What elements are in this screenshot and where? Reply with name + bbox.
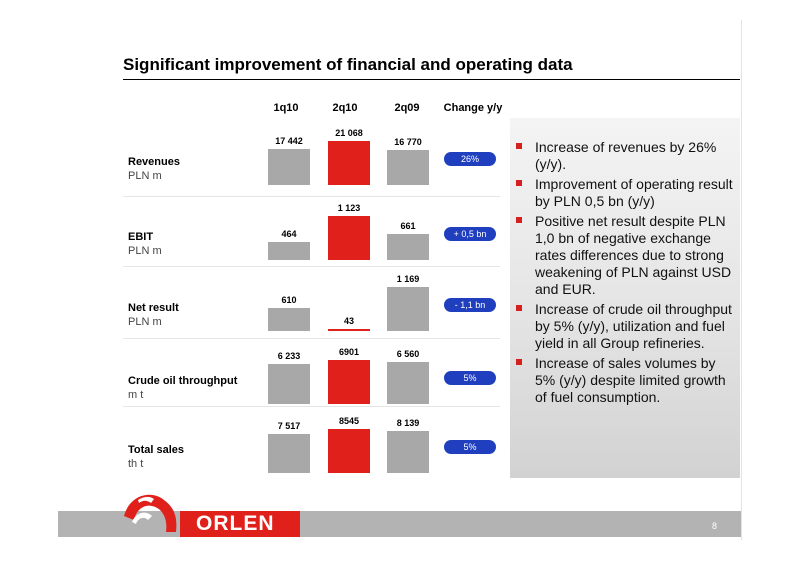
metric-name: Revenues: [128, 156, 180, 168]
bar-2q09: [387, 362, 429, 404]
bar-value-label: 6 233: [277, 351, 301, 361]
bullet-square-icon: [516, 359, 522, 365]
bullet-text: Positive net result despite PLN 1,0 bn o…: [535, 213, 732, 297]
bar-value-label: 1 169: [396, 274, 420, 284]
bullet-square-icon: [516, 180, 522, 186]
right-guide-line: [741, 20, 742, 540]
change-badge: 5%: [444, 371, 496, 385]
bar-1q10: [268, 149, 310, 185]
row-separator: [123, 338, 500, 339]
bar-value-label: 1 123: [337, 203, 361, 213]
orlen-eagle-logo-icon: [124, 494, 177, 532]
row-separator: [123, 266, 500, 267]
bar-1q10: [268, 434, 310, 473]
metric-unit: PLN m: [128, 245, 162, 257]
bar-value-label: 464: [281, 229, 297, 239]
bar-value-label: 661: [400, 221, 416, 231]
page-title: Significant improvement of financial and…: [123, 55, 573, 74]
bar-2q10: [328, 141, 370, 185]
bar-2q09: [387, 234, 429, 260]
bullet-square-icon: [516, 217, 522, 223]
bullet-item: Increase of crude oil throughput by 5% (…: [513, 301, 735, 352]
metric-unit: m t: [128, 389, 144, 401]
bar-2q09: [387, 431, 429, 473]
metric-name: EBIT: [128, 231, 154, 243]
bar-1q10: [268, 308, 310, 331]
bar-value-label: 8 139: [396, 418, 420, 428]
page-number: 8: [712, 521, 718, 531]
orlen-wordmark: ORLEN: [196, 512, 275, 535]
bar-value-label: 17 442: [275, 136, 303, 146]
bullet-text: Improvement of operating result by PLN 0…: [535, 176, 733, 209]
column-header-2q10: 2q10: [332, 102, 358, 114]
change-badge: - 1,1 bn: [444, 298, 496, 312]
bullet-square-icon: [516, 305, 522, 311]
bar-value-label: 7 517: [277, 421, 301, 431]
bar-1q10: [268, 364, 310, 404]
metric-unit: th t: [128, 458, 144, 470]
bullet-text: Increase of sales volumes by 5% (y/y) de…: [535, 355, 726, 405]
bar-value-label: 16 770: [394, 137, 422, 147]
bar-2q09: [387, 287, 429, 331]
bullet-item: Improvement of operating result by PLN 0…: [513, 176, 735, 210]
bullet-item: Positive net result despite PLN 1,0 bn o…: [513, 213, 735, 298]
bullet-item: Increase of sales volumes by 5% (y/y) de…: [513, 355, 735, 406]
metric-name: Crude oil throughput: [128, 375, 238, 387]
metric-unit: PLN m: [128, 170, 162, 182]
change-badge: 5%: [444, 440, 496, 454]
bar-value-label: 43: [343, 316, 354, 326]
bar-value-label: 21 068: [335, 128, 363, 138]
bar-2q10: [328, 429, 370, 473]
row-separator: [123, 196, 500, 197]
title-divider: [123, 79, 740, 80]
bar-value-label: 6901: [338, 347, 360, 357]
metric-name: Net result: [128, 302, 179, 314]
bar-1q10: [268, 242, 310, 260]
bar-2q10: [328, 360, 370, 404]
bar-value-label: 8545: [338, 416, 360, 426]
footer-logo-band: [180, 511, 300, 537]
change-badge: + 0,5 bn: [444, 227, 496, 241]
metric-name: Total sales: [128, 444, 185, 456]
change-badge: 26%: [444, 152, 496, 166]
bullet-text: Increase of revenues by 26% (y/y).: [535, 139, 717, 172]
column-header-1q10: 1q10: [273, 102, 299, 114]
metric-unit: PLN m: [128, 316, 162, 328]
row-separator: [123, 406, 500, 407]
bullet-text: Increase of crude oil throughput by 5% (…: [535, 301, 732, 351]
bar-2q10: [328, 216, 370, 260]
commentary-panel: [510, 118, 740, 478]
bullet-square-icon: [516, 143, 522, 149]
bullet-item: Increase of revenues by 26% (y/y).: [513, 139, 735, 173]
commentary-list: Increase of revenues by 26% (y/y). Impro…: [513, 139, 735, 409]
bar-value-label: 6 560: [396, 349, 420, 359]
bar-value-label: 610: [281, 295, 297, 305]
column-header-2q09: 2q09: [394, 102, 420, 114]
bar-2q10: [328, 329, 370, 331]
bar-2q09: [387, 150, 429, 185]
column-header-change: Change y/y: [443, 102, 503, 114]
